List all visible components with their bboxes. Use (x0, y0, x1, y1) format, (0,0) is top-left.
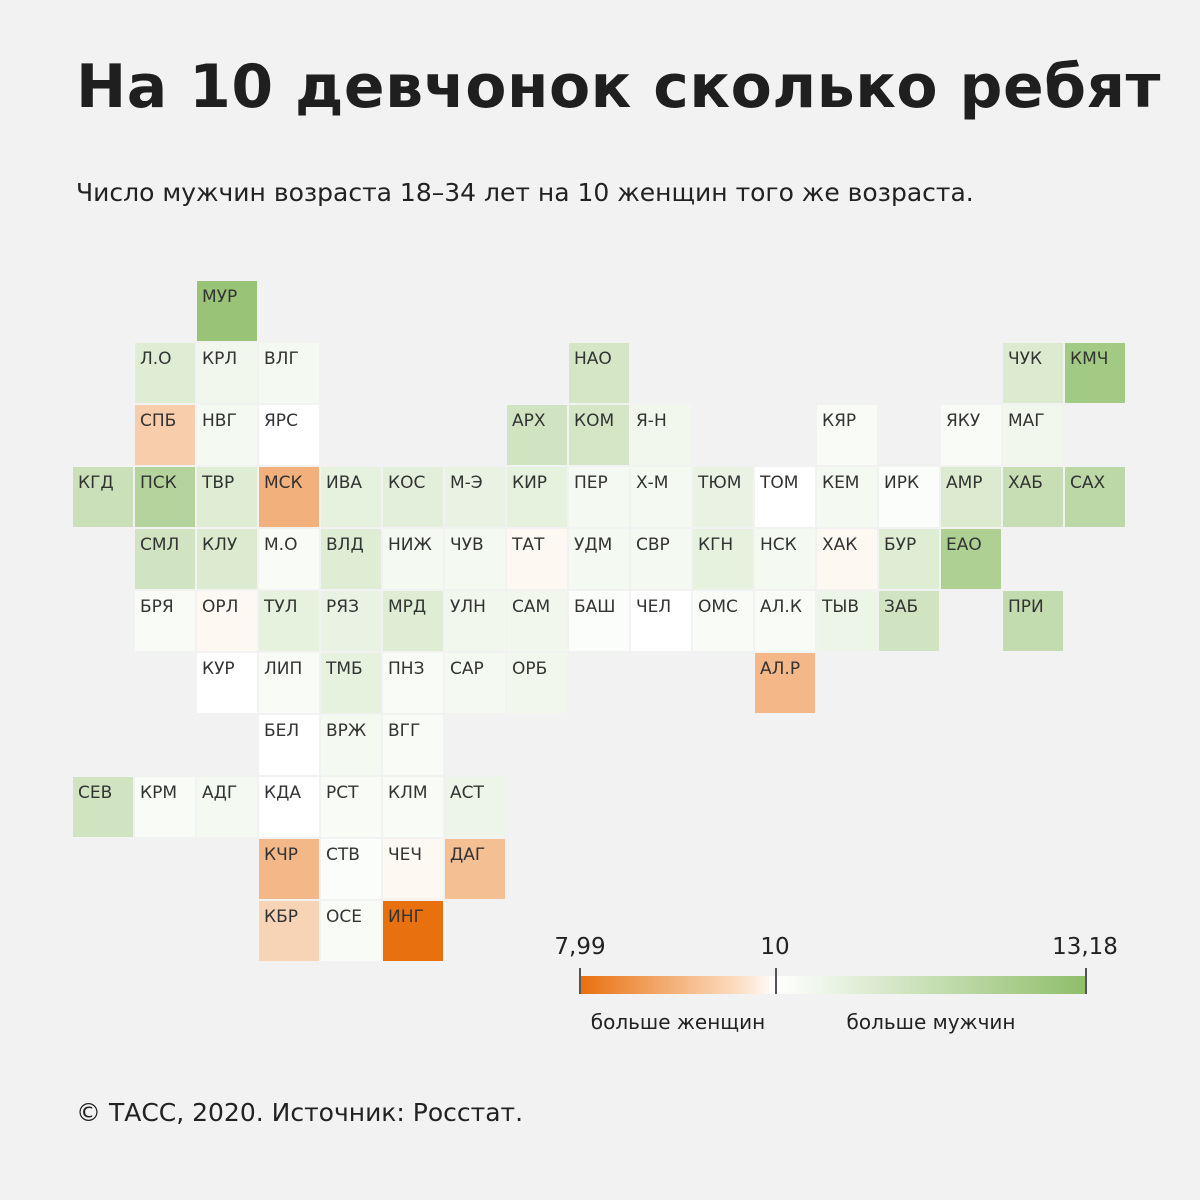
legend-gradient-women (580, 976, 775, 994)
region-tile-21: КОС (383, 467, 443, 527)
region-tile-3: ВЛГ (259, 343, 319, 403)
region-tile-0: МУР (197, 281, 257, 341)
region-tile-82: КБР (259, 901, 319, 961)
legend-caption-men: больше мужчин (846, 1010, 1016, 1034)
region-tile-51: МРД (383, 591, 443, 651)
legend-tick-min (579, 968, 581, 994)
region-tile-11: КОМ (569, 405, 629, 465)
region-tile-58: ТЫВ (817, 591, 877, 651)
region-tile-32: САХ (1065, 467, 1125, 527)
region-tile-27: ТОМ (755, 467, 815, 527)
legend-mid-label: 10 (760, 934, 790, 960)
legend-caption-women: больше женщин (590, 1010, 766, 1034)
region-tile-47: БРЯ (135, 591, 195, 651)
region-tile-77: АСТ (445, 777, 505, 837)
region-tile-33: СМЛ (135, 529, 195, 589)
region-tile-36: ВЛД (321, 529, 381, 589)
region-tile-8: НВГ (197, 405, 257, 465)
region-tile-17: ПСК (135, 467, 195, 527)
legend-tick-max (1085, 968, 1087, 994)
region-tile-26: ТЮМ (693, 467, 753, 527)
region-tile-55: ЧЕЛ (631, 591, 691, 651)
region-tile-18: ТВР (197, 467, 257, 527)
region-tile-74: КДА (259, 777, 319, 837)
region-tile-2: КРЛ (197, 343, 257, 403)
region-tile-42: КГН (693, 529, 753, 589)
region-tile-48: ОРЛ (197, 591, 257, 651)
region-tile-73: АДГ (197, 777, 257, 837)
region-tile-72: КРМ (135, 777, 195, 837)
region-tile-63: ТМБ (321, 653, 381, 713)
region-tile-53: САМ (507, 591, 567, 651)
region-tile-40: УДМ (569, 529, 629, 589)
legend-gradient-men (777, 976, 1085, 994)
region-tile-60: ПРИ (1003, 591, 1063, 651)
legend-max-label: 13,18 (1052, 934, 1118, 960)
region-tile-43: НСК (755, 529, 815, 589)
region-tile-76: КЛМ (383, 777, 443, 837)
source-credit: © ТАСС, 2020. Источник: Росстат. (76, 1098, 524, 1127)
region-tile-31: ХАБ (1003, 467, 1063, 527)
region-tile-28: КЕМ (817, 467, 877, 527)
region-tile-4: НАО (569, 343, 629, 403)
region-tile-61: КУР (197, 653, 257, 713)
region-tile-15: МАГ (1003, 405, 1063, 465)
region-tile-23: КИР (507, 467, 567, 527)
page-subtitle: Число мужчин возраста 18–34 лет на 10 же… (76, 178, 974, 207)
region-tile-71: СЕВ (73, 777, 133, 837)
region-tile-5: ЧУК (1003, 343, 1063, 403)
region-tile-9: ЯРС (259, 405, 319, 465)
region-tile-83: ОСЕ (321, 901, 381, 961)
region-tile-30: АМР (941, 467, 1001, 527)
region-tile-10: АРХ (507, 405, 567, 465)
page-title: На 10 девчонок сколько ребят (76, 52, 1161, 122)
region-tile-80: ЧЕЧ (383, 839, 443, 899)
region-tile-70: ВГГ (383, 715, 443, 775)
region-tile-7: СПБ (135, 405, 195, 465)
region-tile-68: БЕЛ (259, 715, 319, 775)
region-tile-66: ОРБ (507, 653, 567, 713)
region-tile-54: БАШ (569, 591, 629, 651)
region-tile-81: ДАГ (445, 839, 505, 899)
region-tile-49: ТУЛ (259, 591, 319, 651)
legend-tick-mid (775, 968, 777, 994)
region-tile-84: ИНГ (383, 901, 443, 961)
region-tile-59: ЗАБ (879, 591, 939, 651)
region-tile-75: РСТ (321, 777, 381, 837)
region-tile-50: РЯЗ (321, 591, 381, 651)
region-tile-16: КГД (73, 467, 133, 527)
region-tile-44: ХАК (817, 529, 877, 589)
region-tile-12: Я-Н (631, 405, 691, 465)
region-tile-22: М-Э (445, 467, 505, 527)
region-tile-24: ПЕР (569, 467, 629, 527)
region-tile-45: БУР (879, 529, 939, 589)
region-tile-19: МСК (259, 467, 319, 527)
region-tile-39: ТАТ (507, 529, 567, 589)
region-tile-78: КЧР (259, 839, 319, 899)
legend-min-label: 7,99 (554, 934, 606, 960)
region-tile-37: НИЖ (383, 529, 443, 589)
region-tile-14: ЯКУ (941, 405, 1001, 465)
region-tile-41: СВР (631, 529, 691, 589)
region-tile-38: ЧУВ (445, 529, 505, 589)
region-tile-65: САР (445, 653, 505, 713)
region-tile-56: ОМС (693, 591, 753, 651)
region-tile-64: ПНЗ (383, 653, 443, 713)
region-tile-25: Х-М (631, 467, 691, 527)
region-tile-67: АЛ.Р (755, 653, 815, 713)
region-tile-29: ИРК (879, 467, 939, 527)
region-tile-1: Л.О (135, 343, 195, 403)
region-tile-20: ИВА (321, 467, 381, 527)
region-tile-69: ВРЖ (321, 715, 381, 775)
region-tile-35: М.О (259, 529, 319, 589)
region-tile-57: АЛ.К (755, 591, 815, 651)
region-tile-13: КЯР (817, 405, 877, 465)
region-tile-79: СТВ (321, 839, 381, 899)
region-tile-62: ЛИП (259, 653, 319, 713)
region-tile-52: УЛН (445, 591, 505, 651)
region-tile-6: КМЧ (1065, 343, 1125, 403)
region-tile-46: ЕАО (941, 529, 1001, 589)
region-tile-34: КЛУ (197, 529, 257, 589)
